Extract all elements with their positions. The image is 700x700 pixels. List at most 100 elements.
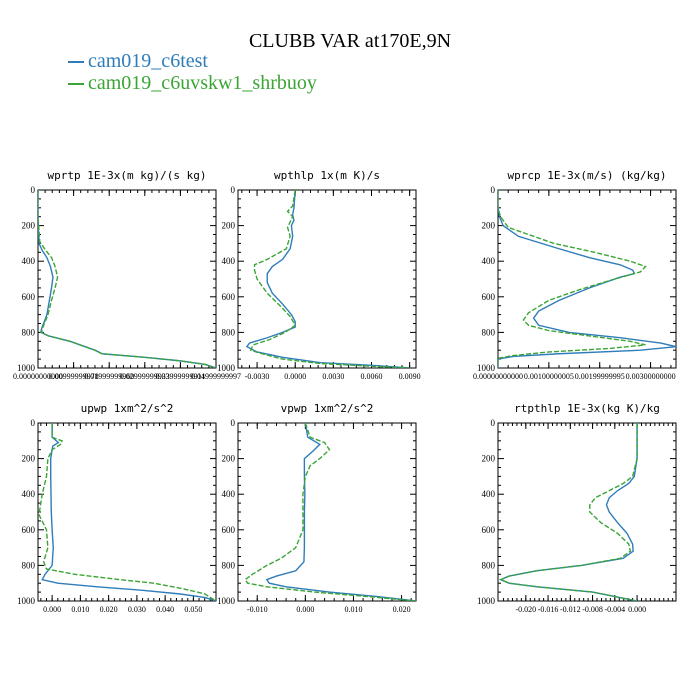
y-tick-label: 0 [31, 418, 36, 428]
x-tick-label: 0.00999999978 [49, 372, 99, 381]
y-tick-label: 600 [22, 525, 36, 535]
x-tick-label: -0.016 [538, 605, 559, 614]
x-tick-label: -0.004 [604, 605, 625, 614]
plot-frame [237, 422, 417, 602]
y-tick-label: 1000 [217, 596, 236, 606]
y-tick-label: 800 [482, 560, 496, 570]
subplot-title: rtpthlp 1E-3x(kg K)/kg [514, 402, 660, 415]
legend-label: cam019_c6test [88, 50, 208, 72]
subplot: wprtp 1E-3x(m kg)/(s kg) 0 200 400 600 800 100… [13, 169, 241, 381]
subplot-title: wpthlp 1x(m K)/s [274, 169, 380, 182]
y-tick-label: 1000 [17, 596, 36, 606]
series-line [41, 423, 216, 601]
x-tick-label: 0.00100000005 [524, 372, 574, 381]
x-tick-label: -0.008 [582, 605, 603, 614]
subplot: rtpthlp 1E-3x(kg K)/kg 0 200 400 600 800 1000 -… [477, 402, 677, 614]
subplot-title: wprcp 1E-3x(m/s) (kg/kg) [508, 169, 667, 182]
legend-swatch [68, 83, 84, 86]
x-tick-label: 0.0000 [284, 372, 306, 381]
series-line [249, 190, 410, 368]
y-tick-label: 600 [22, 292, 36, 302]
x-tick-label: 0.010 [71, 605, 89, 614]
subplot: wpthlp 1x(m K)/s 0 200 400 600 800 1000 -0.0030… [217, 169, 421, 381]
x-tick-label: 0.020 [393, 605, 411, 614]
y-tick-label: 600 [222, 525, 236, 535]
y-tick-label: 400 [222, 489, 236, 499]
subplot-title: wprtp 1E-3x(m kg)/(s kg) [48, 169, 207, 182]
series-line [38, 423, 216, 601]
x-tick-label: 0.020 [100, 605, 118, 614]
legend: cam019_c6test cam019_c6uvskw1_shrbuoy [68, 50, 317, 94]
x-tick-label: 0.01999999960 [84, 372, 134, 381]
y-tick-label: 200 [482, 454, 496, 464]
y-tick-label: 600 [222, 292, 236, 302]
x-tick-label: 0.040 [156, 605, 174, 614]
subplot: wprcp 1E-3x(m/s) (kg/kg) 0 200 400 600 800 100… [473, 169, 677, 381]
x-tick-label: 0.010 [344, 605, 362, 614]
series-line [244, 423, 416, 601]
subplot-title: vpwp 1xm^2/s^2 [281, 402, 374, 415]
x-tick-label: 0.02999999933 [120, 372, 170, 381]
series-line [265, 423, 416, 601]
plot-frame [37, 422, 217, 602]
x-tick-label: 0.000 [628, 605, 646, 614]
y-tick-label: 800 [222, 560, 236, 570]
series-line [38, 190, 216, 368]
x-tick-label: 0.000 [296, 605, 314, 614]
x-tick-label: -0.010 [247, 605, 268, 614]
subplot: upwp 1xm^2/s^2 0 200 400 600 800 1000 0.000 0.01… [17, 402, 217, 614]
x-tick-label: -0.012 [560, 605, 581, 614]
x-tick-label: -0.020 [515, 605, 536, 614]
y-tick-label: 200 [222, 454, 236, 464]
y-tick-label: 0 [231, 185, 236, 195]
y-tick-label: 800 [22, 327, 36, 337]
y-tick-label: 1000 [477, 363, 496, 373]
y-tick-label: 400 [482, 489, 496, 499]
subplot: vpwp 1xm^2/s^2 0 200 400 600 800 1000 -0.010 0.0… [217, 402, 417, 614]
y-tick-label: 200 [482, 221, 496, 231]
plot-frame [37, 189, 217, 369]
y-tick-label: 200 [22, 221, 36, 231]
x-tick-label: 0.00000000000 [13, 372, 63, 381]
y-tick-label: 400 [22, 489, 36, 499]
legend-swatch [68, 61, 84, 64]
y-tick-label: 0 [491, 185, 496, 195]
series-line [38, 190, 216, 368]
x-tick-label: 0.04999999997 [191, 372, 241, 381]
x-tick-label: 0.030 [128, 605, 146, 614]
x-tick-label: 0.00300000000 [626, 372, 676, 381]
x-tick-label: 0.000 [43, 605, 61, 614]
subplot-title: upwp 1xm^2/s^2 [81, 402, 174, 415]
y-tick-label: 800 [22, 560, 36, 570]
x-tick-label: 0.050 [184, 605, 202, 614]
x-tick-label: 0.00000000000 [473, 372, 523, 381]
y-tick-label: 1000 [217, 363, 236, 373]
series-line [498, 190, 676, 368]
x-tick-label: -0.0030 [245, 372, 270, 381]
y-tick-label: 1000 [17, 363, 36, 373]
y-tick-label: 400 [482, 256, 496, 266]
y-tick-label: 400 [222, 256, 236, 266]
series-line [498, 423, 638, 601]
y-tick-label: 1000 [477, 596, 496, 606]
x-tick-label: 0.03999999911 [156, 372, 206, 381]
y-tick-label: 600 [482, 525, 496, 535]
y-tick-label: 200 [222, 221, 236, 231]
x-tick-label: 0.0090 [399, 372, 421, 381]
x-tick-label: 0.00199999995 [575, 372, 625, 381]
series-line [245, 190, 410, 368]
legend-entry: cam019_c6uvskw1_shrbuoy [68, 72, 317, 94]
legend-label: cam019_c6uvskw1_shrbuoy [88, 72, 317, 94]
figure-title: CLUBB VAR at170E,9N [248, 30, 452, 52]
y-tick-label: 800 [222, 327, 236, 337]
x-tick-label: 0.0060 [361, 372, 383, 381]
legend-entry: cam019_c6test [68, 50, 317, 72]
y-tick-label: 0 [31, 185, 36, 195]
y-tick-label: 800 [482, 327, 496, 337]
x-tick-label: 0.0030 [322, 372, 344, 381]
y-tick-label: 0 [491, 418, 496, 428]
series-line [498, 190, 647, 368]
y-tick-label: 600 [482, 292, 496, 302]
y-tick-label: 200 [22, 454, 36, 464]
y-tick-label: 0 [231, 418, 236, 428]
